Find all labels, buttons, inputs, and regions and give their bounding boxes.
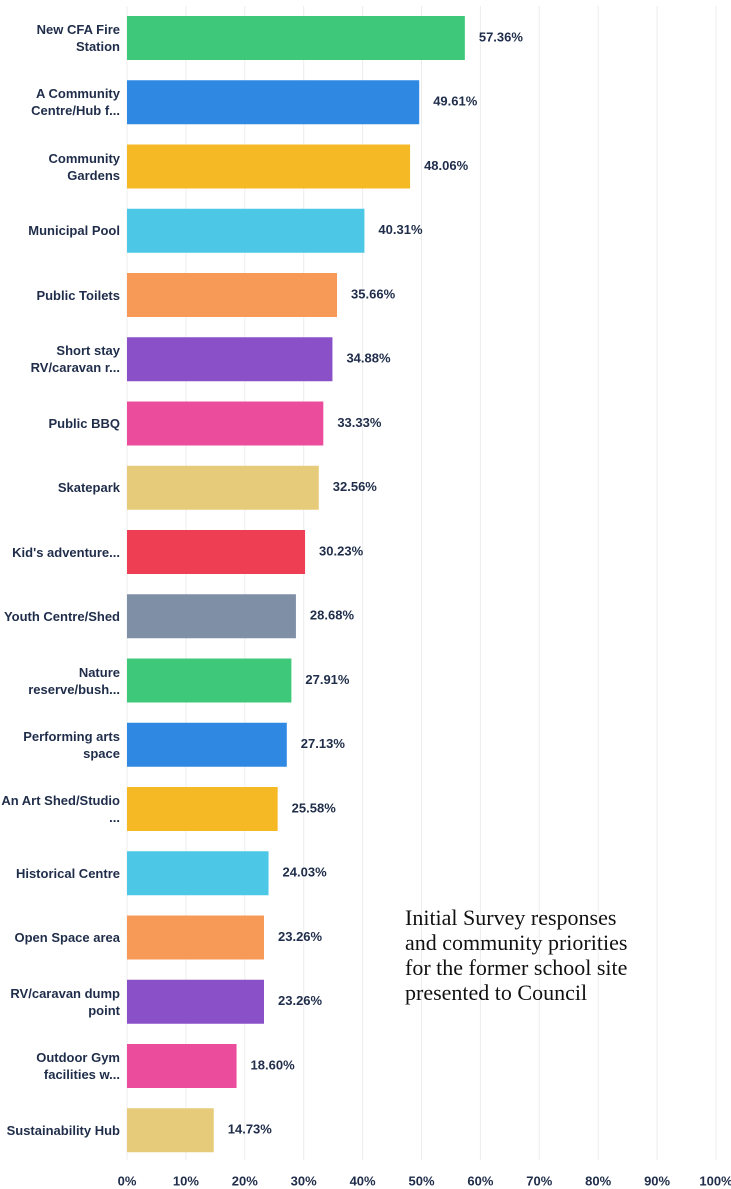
category-label: Kid's adventure... bbox=[12, 544, 120, 560]
bar bbox=[127, 658, 292, 703]
bar bbox=[127, 337, 333, 382]
x-tick-label: 60% bbox=[467, 1173, 493, 1188]
value-label: 34.88% bbox=[346, 351, 391, 366]
annotation-line: and community priorities bbox=[405, 930, 628, 955]
category-label: Historical Centre bbox=[15, 865, 120, 881]
value-label: 33.33% bbox=[337, 415, 382, 430]
x-tick-label: 90% bbox=[644, 1173, 670, 1188]
category-label: Public BBQ bbox=[48, 416, 120, 431]
category-label: Nature reserve/bush... bbox=[28, 664, 120, 697]
value-label: 23.26% bbox=[278, 929, 323, 944]
bar bbox=[127, 979, 265, 1024]
category-label: Sustainability Hub bbox=[6, 1122, 120, 1138]
x-tick-label: 70% bbox=[526, 1173, 552, 1188]
x-tick-label: 100% bbox=[699, 1173, 731, 1188]
x-tick-label: 80% bbox=[585, 1173, 611, 1188]
bar bbox=[127, 144, 411, 189]
value-label: 57.36% bbox=[479, 29, 524, 44]
category-label: RV/caravan dump point bbox=[10, 985, 120, 1018]
bar bbox=[127, 1108, 214, 1153]
bar bbox=[127, 594, 296, 639]
value-label: 27.13% bbox=[301, 736, 346, 751]
value-label: 24.03% bbox=[283, 865, 328, 880]
bar bbox=[127, 80, 420, 125]
value-label: 23.26% bbox=[278, 993, 323, 1008]
bar bbox=[127, 722, 287, 767]
bar bbox=[127, 851, 269, 896]
annotation-line: presented to Council bbox=[405, 980, 588, 1005]
x-tick-label: 10% bbox=[173, 1173, 199, 1188]
category-label: New CFA Fire Station bbox=[36, 22, 120, 54]
bar bbox=[127, 465, 319, 510]
category-label: Municipal Pool bbox=[28, 223, 120, 239]
bar bbox=[127, 16, 465, 60]
value-label: 25.58% bbox=[292, 800, 337, 815]
bar bbox=[127, 401, 324, 446]
bar bbox=[127, 787, 278, 831]
value-label: 27.91% bbox=[305, 672, 350, 687]
category-label: Public Toilets bbox=[36, 287, 120, 303]
value-label: 35.66% bbox=[351, 286, 396, 301]
category-label: Community Gardens bbox=[48, 150, 121, 183]
category-label: Youth Centre/Shed bbox=[3, 608, 120, 624]
value-label: 28.68% bbox=[310, 608, 355, 623]
category-label: Short stay RV/caravan r... bbox=[30, 343, 120, 376]
x-tick-label: 40% bbox=[350, 1173, 376, 1188]
annotation-line: Initial Survey responses bbox=[405, 905, 617, 930]
bar bbox=[127, 915, 265, 960]
value-label: 40.31% bbox=[378, 222, 423, 237]
value-label: 49.61% bbox=[433, 94, 478, 109]
bar bbox=[127, 208, 365, 253]
x-tick-label: 20% bbox=[232, 1173, 258, 1188]
value-label: 18.60% bbox=[251, 1057, 296, 1072]
bar bbox=[127, 530, 306, 574]
category-label: Performing arts space bbox=[23, 728, 120, 761]
bar bbox=[127, 273, 338, 317]
annotation-line: for the former school site bbox=[405, 955, 628, 980]
category-label: Open Space area bbox=[14, 930, 121, 945]
category-label: Skatepark bbox=[57, 480, 120, 496]
value-label: 14.73% bbox=[228, 1122, 273, 1137]
value-label: 30.23% bbox=[319, 543, 364, 558]
bar bbox=[127, 1044, 237, 1088]
x-tick-label: 0% bbox=[118, 1173, 137, 1188]
x-tick-label: 50% bbox=[408, 1173, 434, 1188]
category-label: An Art Shed/Studio ... bbox=[1, 793, 120, 825]
x-tick-label: 30% bbox=[291, 1173, 317, 1188]
value-label: 32.56% bbox=[333, 479, 378, 494]
category-label: A Community Centre/Hub f... bbox=[31, 86, 120, 119]
value-label: 48.06% bbox=[424, 158, 469, 173]
annotation: Initial Survey responses and community pr… bbox=[405, 905, 627, 1005]
category-label: Outdoor Gym facilities w... bbox=[36, 1050, 120, 1082]
